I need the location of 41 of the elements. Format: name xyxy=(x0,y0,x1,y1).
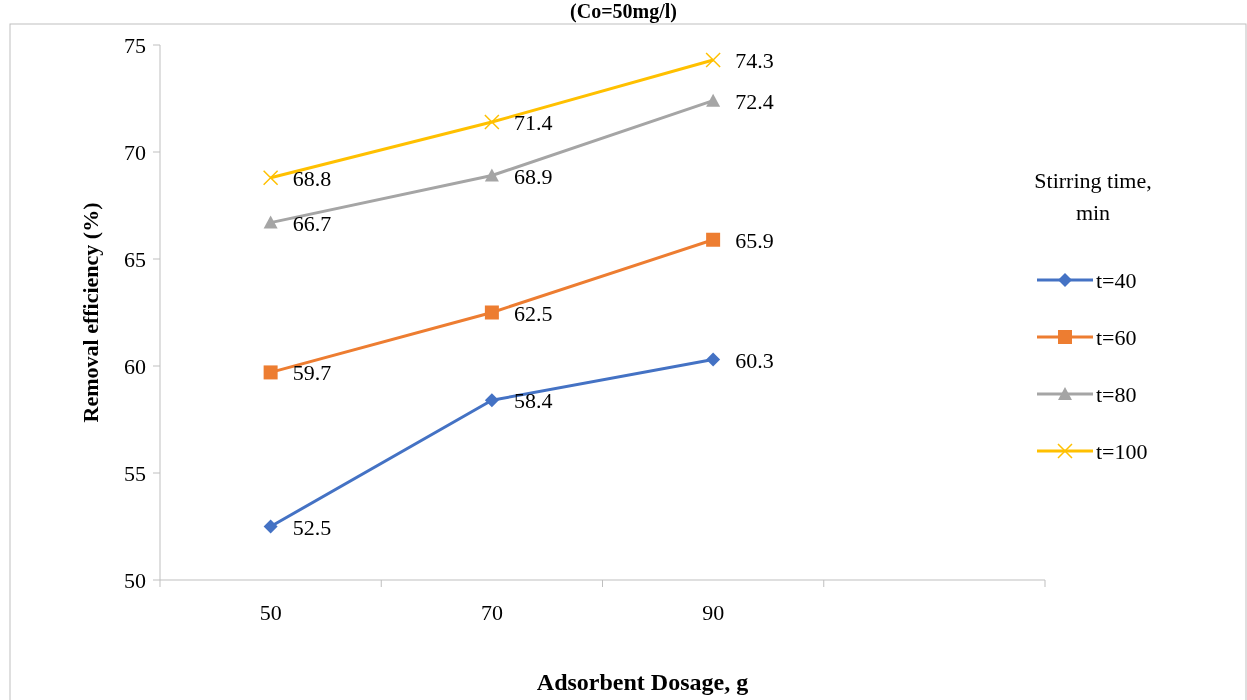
legend-title: Stirring time, min xyxy=(1034,168,1152,225)
y-tick-label: 75 xyxy=(124,32,146,58)
data-label: 59.7 xyxy=(292,360,332,386)
point xyxy=(263,519,278,534)
data-label: 66.7 xyxy=(292,210,332,236)
y-tick-label: 70 xyxy=(124,139,146,165)
point xyxy=(263,365,278,380)
x-tick-label: 70 xyxy=(480,600,503,625)
data-label: 68.8 xyxy=(292,165,332,191)
data-label: 65.9 xyxy=(735,227,774,253)
x-tick-label: 90 xyxy=(702,600,725,625)
y-tick-label: 60 xyxy=(124,353,146,379)
y-tick-label: 55 xyxy=(124,460,146,486)
point xyxy=(706,93,721,107)
y-tick-label: 65 xyxy=(124,246,146,272)
point xyxy=(484,168,499,182)
data-label: 68.9 xyxy=(513,163,553,189)
point xyxy=(706,232,721,247)
chart-title: (Co=50mg/l) xyxy=(570,0,677,23)
x-tick-label: 50 xyxy=(259,600,282,625)
data-label: 71.4 xyxy=(513,110,553,136)
point xyxy=(706,352,721,367)
data-label: 72.4 xyxy=(735,88,774,114)
data-label: 74.3 xyxy=(735,47,774,73)
data-label: 62.5 xyxy=(513,300,553,326)
y-tick-label: 50 xyxy=(124,567,146,593)
point xyxy=(263,215,278,229)
point xyxy=(262,169,279,186)
y-axis-title: Removal efficiency (%) xyxy=(78,202,103,423)
point xyxy=(484,305,499,320)
data-label: 60.3 xyxy=(735,347,774,373)
data-label: 52.5 xyxy=(292,514,332,540)
legend-label: t=80 xyxy=(1096,381,1137,407)
point xyxy=(484,393,499,408)
legend-label: t=40 xyxy=(1096,267,1137,293)
legend-label: t=100 xyxy=(1096,438,1148,464)
legend-label: t=60 xyxy=(1096,324,1137,350)
point xyxy=(484,114,500,130)
data-label: 58.4 xyxy=(513,388,553,414)
point xyxy=(705,52,721,68)
x-axis-title: Adsorbent Dosage, g xyxy=(536,669,749,695)
